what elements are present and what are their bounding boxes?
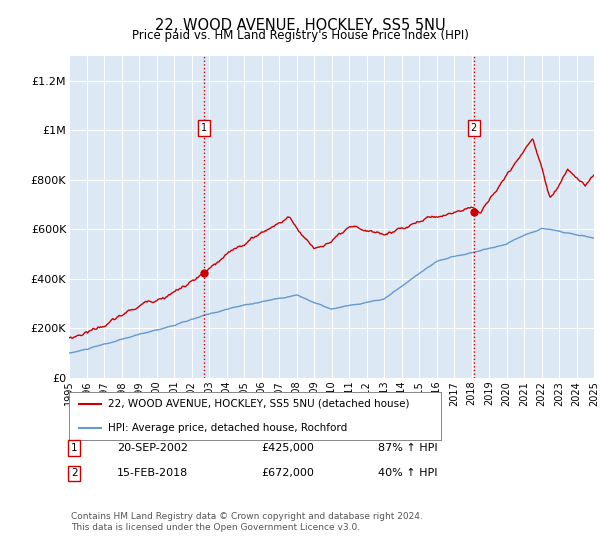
Text: 20-SEP-2002: 20-SEP-2002 (117, 443, 188, 453)
Text: 1: 1 (201, 123, 207, 133)
Text: HPI: Average price, detached house, Rochford: HPI: Average price, detached house, Roch… (108, 423, 347, 433)
Text: 2: 2 (470, 123, 477, 133)
Text: £425,000: £425,000 (261, 443, 314, 453)
Text: Price paid vs. HM Land Registry's House Price Index (HPI): Price paid vs. HM Land Registry's House … (131, 29, 469, 42)
Text: 15-FEB-2018: 15-FEB-2018 (117, 468, 188, 478)
Text: £672,000: £672,000 (261, 468, 314, 478)
Text: Contains HM Land Registry data © Crown copyright and database right 2024.
This d: Contains HM Land Registry data © Crown c… (71, 512, 422, 532)
Text: 87% ↑ HPI: 87% ↑ HPI (378, 443, 437, 453)
Text: 22, WOOD AVENUE, HOCKLEY, SS5 5NU (detached house): 22, WOOD AVENUE, HOCKLEY, SS5 5NU (detac… (108, 399, 410, 409)
Text: 22, WOOD AVENUE, HOCKLEY, SS5 5NU: 22, WOOD AVENUE, HOCKLEY, SS5 5NU (155, 18, 445, 33)
Text: 2: 2 (71, 468, 77, 478)
Text: 1: 1 (71, 443, 77, 453)
Text: 40% ↑ HPI: 40% ↑ HPI (378, 468, 437, 478)
